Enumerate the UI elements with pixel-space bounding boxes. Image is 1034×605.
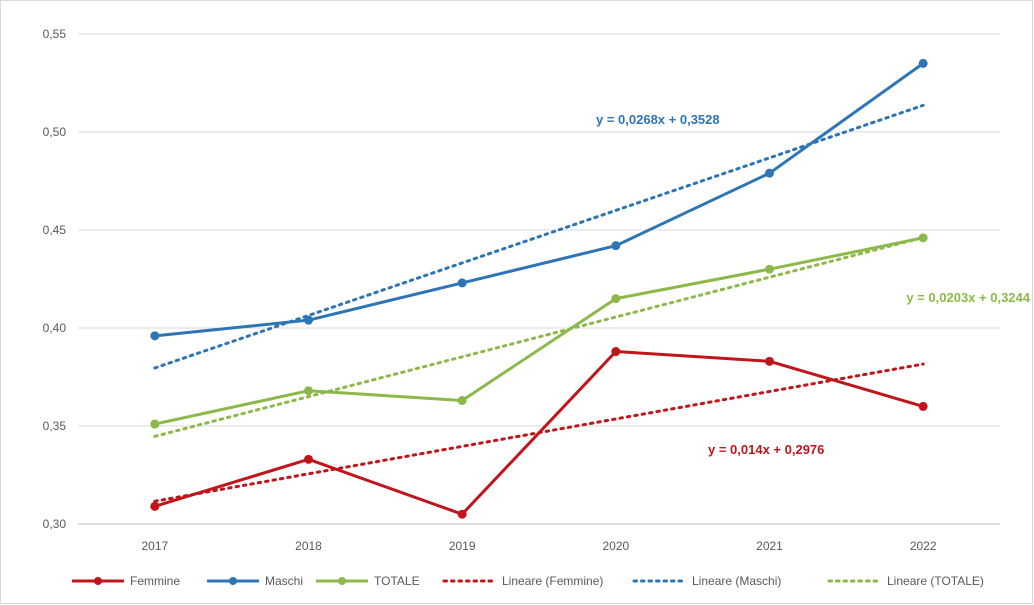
series-line (154, 236, 924, 426)
x-axis-tick-labels: 2017 2018 2019 2020 2021 2022 (141, 539, 936, 553)
series-line (154, 62, 925, 338)
data-point (150, 419, 160, 429)
data-point (457, 509, 467, 519)
trendline (153, 235, 925, 438)
y-tick-label: 0,45 (43, 223, 67, 237)
legend: Femmine Maschi TOTALE Lineare (Femmine) Line… (72, 574, 984, 588)
x-tick-label: 2021 (756, 539, 783, 553)
data-point (611, 347, 621, 357)
y-tick-label: 0,35 (43, 419, 67, 433)
data-point (918, 233, 928, 243)
y-tick-label: 0,55 (43, 27, 67, 41)
series-lines (150, 58, 928, 519)
data-point (457, 396, 467, 406)
data-point (765, 356, 774, 366)
data-point (304, 315, 313, 325)
x-tick-label: 2020 (602, 539, 629, 553)
x-tick-label: 2022 (910, 539, 937, 553)
data-point (150, 501, 160, 511)
data-point (918, 401, 928, 411)
y-tick-label: 0,40 (43, 321, 67, 335)
y-axis-tick-labels: 0,30 0,35 0,40 0,45 0,50 0,55 (43, 27, 67, 531)
trendline-equation: y = 0,014x + 0,2976 (708, 442, 824, 457)
data-point (765, 168, 774, 178)
legend-marker (94, 577, 102, 585)
legend-label: Lineare (Maschi) (692, 574, 781, 588)
y-tick-label: 0,30 (43, 517, 67, 531)
data-point (457, 278, 467, 288)
data-point (765, 264, 774, 274)
x-tick-label: 2018 (295, 539, 322, 553)
x-tick-label: 2019 (449, 539, 476, 553)
legend-label: Lineare (TOTALE) (887, 574, 984, 588)
trendline-equation: y = 0,0203x + 0,3244 (906, 290, 1030, 305)
data-point (611, 294, 621, 304)
legend-marker (338, 577, 346, 585)
series-line (154, 350, 924, 516)
data-point (918, 58, 928, 68)
data-point (304, 386, 313, 396)
trendline-equation: y = 0,0268x + 0,3528 (596, 112, 720, 127)
legend-label: Maschi (265, 574, 303, 588)
y-tick-label: 0,50 (43, 125, 67, 139)
legend-label: Lineare (Femmine) (502, 574, 603, 588)
trendline-equations: y = 0,014x + 0,2976 y = 0,0268x + 0,3528 y… (596, 112, 1031, 457)
legend-label: Femmine (130, 574, 180, 588)
data-point (304, 454, 313, 464)
legend-label: TOTALE (374, 574, 420, 588)
data-point (611, 241, 621, 251)
x-tick-label: 2017 (141, 539, 168, 553)
legend-marker (229, 577, 237, 585)
data-point (150, 331, 160, 341)
